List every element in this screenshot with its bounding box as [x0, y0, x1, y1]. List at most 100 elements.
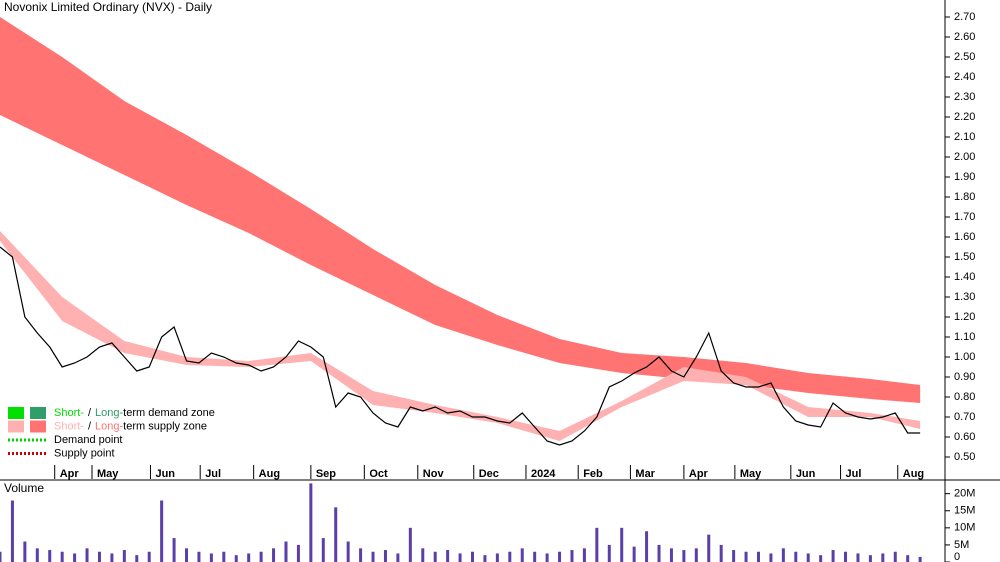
volume-bar [881, 553, 885, 562]
x-tick-label: Feb [583, 468, 603, 480]
y-tick-label: 2.40 [954, 71, 975, 83]
volume-bar [284, 541, 288, 562]
y-tick-label: 1.70 [954, 211, 975, 223]
y-tick-label: 0.60 [954, 431, 975, 443]
volume-bar [222, 551, 226, 562]
volume-tick-label: 0 [954, 551, 960, 562]
volume-bar [806, 553, 810, 562]
legend-text: term supply zone [123, 420, 207, 432]
volume-bar [48, 550, 52, 562]
volume-bar [794, 551, 798, 562]
volume-bar [197, 551, 201, 562]
volume-bar [906, 555, 910, 562]
x-tick-label: Sep [316, 468, 336, 480]
legend-text: / [88, 420, 92, 432]
volume-bar [110, 553, 114, 562]
volume-bar [694, 548, 698, 562]
volume-bar [23, 541, 27, 562]
x-tick-label: Aug [903, 468, 924, 480]
x-tick-label: Dec [479, 468, 499, 480]
volume-bar [160, 500, 164, 562]
legend-swatch [8, 420, 24, 433]
volume-bar [421, 548, 425, 562]
volume-bar [719, 544, 723, 562]
volume-bar [346, 541, 350, 562]
volume-bar [35, 548, 39, 562]
volume-bar [259, 551, 263, 562]
y-tick-label: 1.90 [954, 171, 975, 183]
volume-bar [831, 550, 835, 562]
volume-bar [533, 551, 537, 562]
volume-tick-label: 10M [954, 522, 975, 534]
volume-bar [558, 551, 562, 562]
volume-bar [396, 553, 400, 562]
y-tick-label: 0.80 [954, 391, 975, 403]
y-tick-label: 1.10 [954, 331, 975, 343]
volume-bar [570, 550, 574, 562]
volume-bar [508, 551, 512, 562]
y-tick-label: 2.30 [954, 91, 975, 103]
volume-bar [582, 548, 586, 562]
volume-bar [408, 527, 412, 562]
y-tick-label: 0.70 [954, 411, 975, 423]
volume-bar [781, 548, 785, 562]
volume-tick-label: 5M [954, 539, 969, 551]
volume-bar [147, 551, 151, 562]
volume-bar [495, 553, 499, 562]
y-tick-label: 2.60 [954, 31, 975, 43]
volume-bar [856, 553, 860, 562]
legend-label: Short- / Long-term supply zone [54, 420, 207, 432]
volume-bar [272, 548, 276, 562]
x-tick-label: May [97, 468, 119, 480]
y-tick-label: 2.00 [954, 151, 975, 163]
volume-bar [756, 551, 760, 562]
y-tick-label: 1.60 [954, 231, 975, 243]
legend-label: Supply point [54, 447, 115, 459]
volume-bar [732, 550, 736, 562]
x-tick-label: Jun [155, 468, 175, 480]
y-tick-label: 2.50 [954, 51, 975, 63]
chart-title: Novonix Limited Ordinary (NVX) - Daily [4, 0, 212, 14]
y-tick-label: 1.30 [954, 291, 975, 303]
x-tick-label: May [740, 468, 762, 480]
volume-bar [632, 546, 636, 562]
volume-bar [234, 555, 238, 562]
volume-bar [85, 548, 89, 562]
y-tick-label: 2.10 [954, 131, 975, 143]
y-tick-label: 1.40 [954, 271, 975, 283]
x-tick-label: Apr [689, 468, 709, 480]
volume-bar [383, 550, 387, 562]
legend-swatch [8, 407, 24, 419]
volume-bar [620, 527, 624, 562]
legend-text: term demand zone [123, 407, 215, 419]
y-tick-label: 1.50 [954, 251, 975, 263]
volume-bar [471, 551, 474, 562]
volume-bar [296, 544, 300, 562]
x-tick-label: Oct [369, 468, 388, 480]
y-tick-label: 1.00 [954, 351, 975, 363]
volume-bar [844, 551, 848, 562]
volume-bar [135, 555, 139, 562]
volume-bar [172, 538, 176, 562]
y-tick-label: 1.20 [954, 311, 975, 323]
volume-bar [371, 551, 375, 562]
volume-bar [769, 553, 773, 562]
volume-bar [458, 553, 462, 562]
volume-bar [669, 548, 673, 562]
x-tick-label: Jul [205, 468, 221, 480]
x-tick-label: Jul [846, 468, 862, 480]
volume-bar [595, 527, 599, 562]
legend-label: Demand point [54, 434, 123, 446]
volume-bar [707, 534, 711, 562]
legend-text: Short- [54, 407, 84, 419]
volume-bar [433, 551, 437, 562]
volume-bar [185, 548, 189, 562]
legend-swatch [30, 420, 46, 433]
volume-bar [819, 555, 823, 562]
zone-band [0, 17, 921, 403]
volume-bar [682, 550, 686, 562]
volume-bar [309, 483, 313, 562]
volume-bar [0, 551, 2, 562]
